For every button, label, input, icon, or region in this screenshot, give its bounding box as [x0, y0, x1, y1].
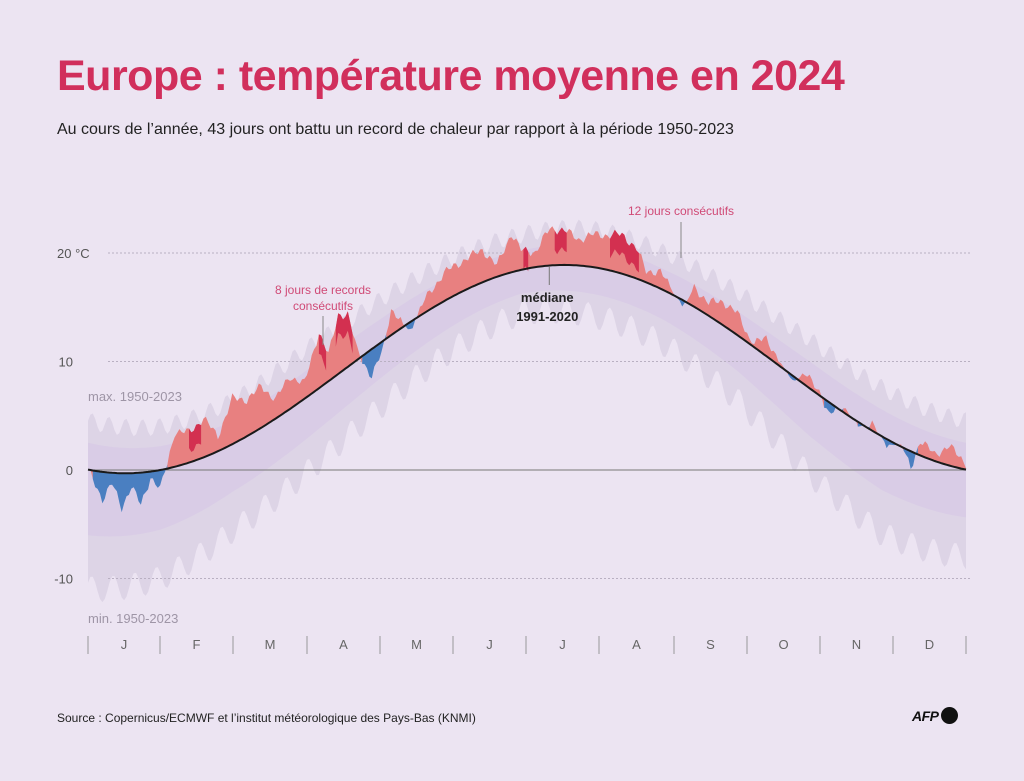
- month-label: J: [559, 637, 566, 652]
- month-label: O: [778, 637, 788, 652]
- interquartile-band: [88, 244, 966, 537]
- record-heat-area: [335, 311, 353, 354]
- month-label: A: [339, 637, 348, 652]
- cold-anomaly-area: [92, 464, 168, 513]
- cold-anomaly-area: [824, 398, 837, 414]
- afp-logo-dot: [940, 707, 958, 724]
- chart-title: Europe : température moyenne en 2024: [57, 52, 845, 100]
- cold-anomaly-area: [362, 333, 387, 379]
- month-label: D: [925, 637, 934, 652]
- warm-anomaly-area: [843, 408, 853, 420]
- record-heat-area: [523, 246, 529, 272]
- median-label-line2: 1991-2020: [516, 309, 578, 324]
- afp-logo-text: AFP: [912, 707, 939, 724]
- record-heat-area: [189, 424, 202, 452]
- month-label: S: [706, 637, 715, 652]
- y-tick-label: 20 °C: [57, 246, 90, 261]
- month-label: N: [852, 637, 861, 652]
- annotation-8-days-line1: 8 jours de records: [275, 283, 371, 297]
- y-tick-label: 10: [59, 355, 73, 370]
- warm-anomaly-area: [88, 469, 93, 479]
- band-max-label: max. 1950-2023: [88, 389, 182, 404]
- record-heat-area: [554, 227, 567, 255]
- month-label: F: [193, 637, 201, 652]
- historical-range-band: [88, 219, 966, 603]
- y-tick-label: 0: [66, 463, 73, 478]
- source-note: Source : Copernicus/ECMWF et l’institut …: [57, 711, 476, 725]
- warm-anomaly-area: [687, 283, 788, 375]
- chart-subtitle: Au cours de l’année, 43 jours ont battu …: [57, 121, 734, 138]
- month-label: J: [486, 637, 493, 652]
- annotation-12-days: 12 jours consécutifs: [628, 204, 734, 218]
- band-min-label: min. 1950-2023: [88, 611, 178, 626]
- record-heat-area: [610, 229, 639, 273]
- warm-anomaly-area: [797, 373, 825, 408]
- warm-anomaly-area: [386, 309, 406, 339]
- median-line: [87, 263, 967, 475]
- warm-anomaly-area: [917, 441, 966, 470]
- annotation-8-days-line2: consécutifs: [293, 299, 353, 313]
- month-label: J: [121, 637, 128, 652]
- month-label: A: [632, 637, 641, 652]
- median-label-line1: médiane: [521, 290, 574, 305]
- month-label: M: [411, 637, 422, 652]
- month-label: M: [265, 637, 276, 652]
- y-tick-label: -10: [54, 572, 73, 587]
- cold-anomaly-area: [903, 446, 918, 469]
- afp-logo: AFP: [912, 707, 958, 724]
- temperature-chart: 20 °C 10 0 -10 max. 1950-2023 min. 1950-2023 m…: [54, 204, 970, 654]
- record-heat-area: [318, 334, 327, 371]
